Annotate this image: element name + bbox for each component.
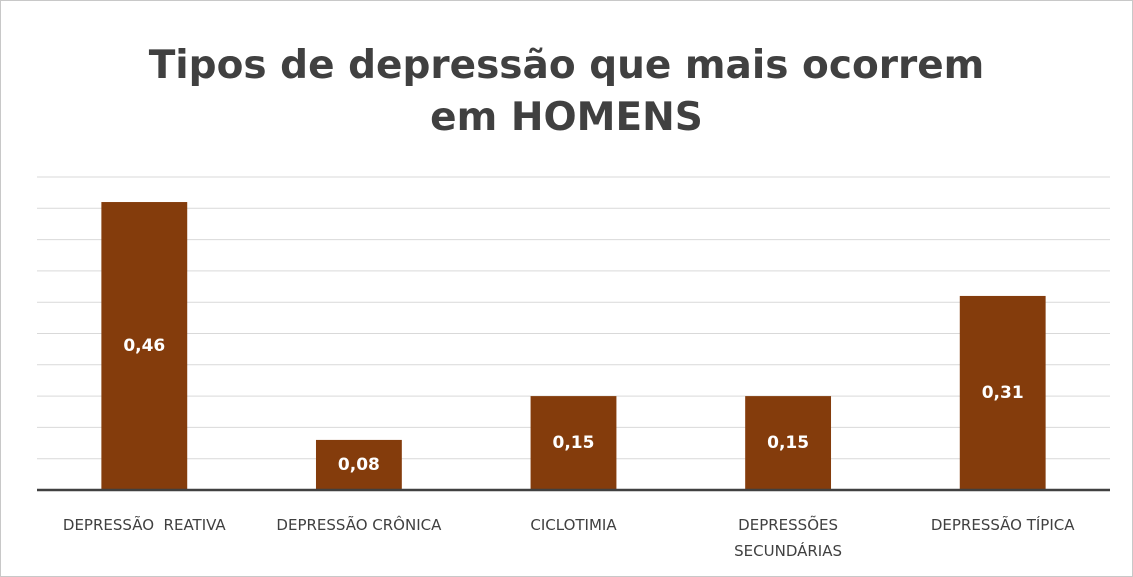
chart-title: Tipos de depressão que mais ocorrem em H… — [148, 43, 985, 140]
x-tick-label: DEPRESSÃO REATIVA — [62, 516, 226, 534]
bar — [530, 396, 617, 490]
x-tick-label: DEPRESSÕES SECUNDÁRIAS — [734, 516, 843, 560]
value-label: 0,08 — [338, 455, 380, 475]
x-tick-label: DEPRESSÃO TÍPICA — [930, 516, 1075, 534]
value-label: 0,15 — [767, 433, 809, 453]
bar — [315, 439, 402, 490]
value-label: 0,31 — [982, 383, 1024, 403]
value-label: 0,15 — [553, 433, 595, 453]
x-tick-label: DEPRESSÃO CRÔNICA — [276, 516, 442, 534]
bar — [959, 295, 1046, 490]
x-tick-label: CICLOTIMIA — [530, 516, 617, 534]
value-label: 0,46 — [123, 336, 165, 356]
bar — [745, 396, 832, 490]
bar — [101, 202, 188, 491]
